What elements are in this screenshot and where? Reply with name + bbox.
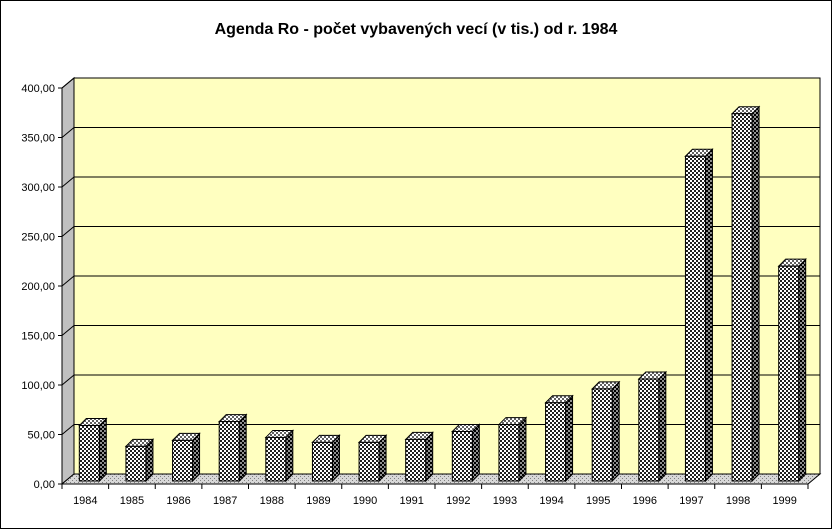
x-tick-label: 1992 xyxy=(446,495,470,507)
bar-front xyxy=(591,388,613,482)
gridline-side xyxy=(61,77,75,89)
bar-side xyxy=(331,434,340,483)
x-tick-label: 1988 xyxy=(260,495,284,507)
bar-side xyxy=(192,432,201,483)
x-tick-label: 1991 xyxy=(399,495,423,507)
bar xyxy=(684,148,714,483)
bar-front xyxy=(358,441,380,482)
chart-title: Agenda Ro - počet vybavených vecí (v tis… xyxy=(214,21,618,38)
y-tick-label: 150,00 xyxy=(21,331,55,343)
bar xyxy=(357,434,388,483)
bar xyxy=(497,416,528,483)
y-tick-label: 200,00 xyxy=(21,281,55,293)
bar xyxy=(730,105,761,483)
x-tick-label: 1985 xyxy=(120,495,144,507)
bar-side xyxy=(565,394,574,483)
bar-side xyxy=(798,257,807,483)
x-tick-label: 1987 xyxy=(213,495,237,507)
bar-side xyxy=(425,431,434,483)
bar-side xyxy=(751,105,760,483)
bar-front xyxy=(78,425,100,482)
gridline-side xyxy=(61,424,75,435)
y-tick-labels: 0,00 50,00 100,00 150,00 200,00 250,00 300,00 3… xyxy=(21,83,55,491)
y-tick-label: 50,00 xyxy=(27,430,55,442)
y-tick-label: 100,00 xyxy=(21,380,55,392)
bar xyxy=(217,413,248,483)
x-tick-labels: 1984 1985 1986 1987 1988 1989 1990 1991 1992 1993… xyxy=(73,495,797,507)
bar xyxy=(544,394,574,483)
y-tick-label: 400,00 xyxy=(21,83,55,95)
bar-side xyxy=(658,370,667,483)
y-tick-label: 350,00 xyxy=(21,133,55,145)
bars xyxy=(78,105,807,483)
gridline-side xyxy=(61,325,75,336)
bar xyxy=(637,370,668,483)
x-tick-label: 1993 xyxy=(493,495,517,507)
gridline-side xyxy=(61,226,75,237)
bar xyxy=(78,417,108,483)
bar-side xyxy=(518,416,527,483)
bar-front xyxy=(405,438,427,482)
x-tick-label: 1998 xyxy=(726,495,750,507)
y-tick-label: 0,00 xyxy=(34,479,55,491)
x-tick-label: 1989 xyxy=(306,495,330,507)
y-tick-label: 250,00 xyxy=(21,232,55,244)
axes xyxy=(58,87,809,489)
x-tick-label: 1990 xyxy=(353,495,377,507)
bar-front xyxy=(265,436,287,482)
bar xyxy=(404,431,434,483)
bar xyxy=(264,429,295,483)
bar-side xyxy=(611,380,620,483)
x-tick-label: 1984 xyxy=(73,495,97,507)
bar xyxy=(590,380,621,483)
bar-front xyxy=(311,441,333,482)
bar-side xyxy=(704,148,713,483)
gridline-side xyxy=(61,176,75,188)
bar-front xyxy=(545,402,567,482)
bar xyxy=(777,257,807,483)
x-tick-label: 1986 xyxy=(166,495,190,507)
bar xyxy=(171,432,201,483)
bar-side xyxy=(471,423,480,483)
bar-side xyxy=(285,429,294,483)
gridline-side xyxy=(61,374,75,386)
bar xyxy=(311,434,341,483)
x-tick-label: 1997 xyxy=(679,495,703,507)
x-tick-label: 1996 xyxy=(633,495,657,507)
x-tick-label: 1995 xyxy=(586,495,610,507)
bar-front xyxy=(638,378,660,482)
bar-front xyxy=(498,424,520,482)
gridline-side xyxy=(61,275,75,287)
bar-front xyxy=(451,431,473,482)
bar-front xyxy=(218,421,240,482)
bar-side xyxy=(378,434,387,483)
bar xyxy=(124,438,155,483)
x-tick-label: 1994 xyxy=(539,495,563,507)
bar-front xyxy=(731,113,753,482)
bar-front xyxy=(172,439,194,482)
gridline-side xyxy=(61,127,75,138)
bar-front xyxy=(684,155,706,482)
bar-front xyxy=(778,265,800,482)
x-tick-label: 1999 xyxy=(772,495,796,507)
y-tick-label: 300,00 xyxy=(21,182,55,194)
bar-side xyxy=(98,417,107,483)
bar-front xyxy=(125,445,147,482)
bar-side xyxy=(238,413,247,483)
bar xyxy=(451,423,481,483)
